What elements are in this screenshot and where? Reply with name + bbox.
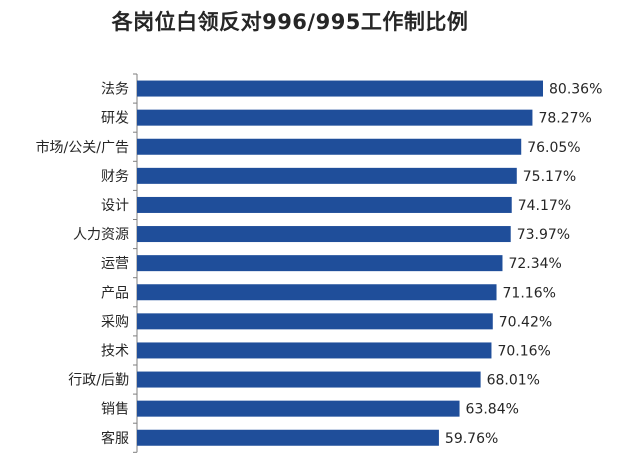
bar-3 [137,167,517,184]
value-label-7: 71.16% [503,285,556,301]
category-label-2: 市场/公关/广告 [36,139,129,156]
value-label-1: 78.27% [538,111,591,127]
chart-title: 各岗位白领反对996/995工作制比例 [111,10,469,34]
value-label-8: 70.42% [499,314,552,330]
value-label-12: 59.76% [445,431,498,447]
bar-2 [137,138,522,155]
value-label-5: 73.97% [517,227,570,243]
category-label-8: 采购 [101,314,129,330]
bar-0 [137,80,543,97]
value-label-4: 74.17% [518,198,571,214]
category-label-0: 法务 [101,82,129,98]
value-label-2: 76.05% [527,140,580,156]
value-label-10: 68.01% [487,373,540,389]
bar-6 [137,255,503,272]
category-label-9: 技术 [101,343,129,359]
bar-5 [137,226,511,243]
category-label-1: 研发 [101,111,129,127]
value-label-6: 72.34% [508,256,561,272]
category-label-12: 客服 [101,430,129,447]
category-label-10: 行政/后勤 [68,373,129,389]
value-label-11: 63.84% [466,402,519,418]
value-label-3: 75.17% [523,169,576,185]
bar-10 [137,371,481,388]
bar-12 [137,429,439,446]
category-label-6: 运营 [101,256,129,272]
category-label-3: 财务 [101,169,129,185]
category-label-5: 人力资源 [73,227,129,243]
bar-7 [137,284,497,301]
bar-9 [137,342,492,359]
bar-4 [137,196,512,213]
bar-1 [137,109,533,126]
category-label-11: 销售 [101,402,129,418]
category-label-7: 产品 [101,285,129,301]
category-label-4: 设计 [101,198,129,214]
value-label-0: 80.36% [549,82,602,98]
bar-8 [137,313,493,330]
value-label-9: 70.16% [497,343,550,359]
bar-11 [137,400,460,417]
